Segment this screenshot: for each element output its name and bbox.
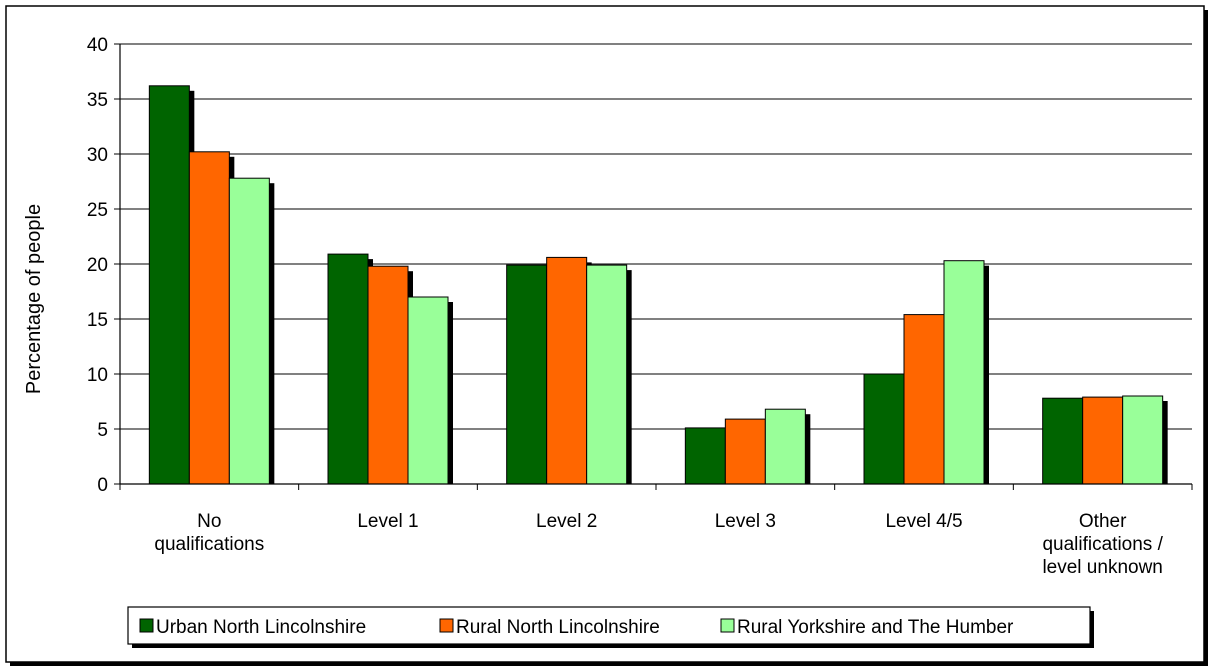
bar	[546, 256, 588, 485]
legend-entry: Rural North Lincolnshire	[456, 617, 660, 638]
bar	[764, 408, 806, 485]
bar	[684, 427, 726, 485]
legend-entry: Urban North Lincolnshire	[156, 617, 366, 638]
gridlines	[120, 43, 1192, 430]
chart-frame-shadow-right	[1204, 10, 1208, 665]
x-tick-label: Other qualifications / level unknown	[1042, 511, 1163, 578]
y-tick-label: 0	[97, 475, 108, 496]
y-tick-label: 40	[87, 35, 108, 56]
chart-frame-shadow-bottom	[10, 662, 1208, 666]
y-tick-label: 10	[87, 365, 108, 386]
bar	[327, 253, 369, 485]
y-tick-label: 20	[87, 255, 108, 276]
bar	[148, 85, 190, 485]
bar	[724, 418, 766, 485]
legend-entry: Rural Yorkshire and The Humber	[737, 617, 1014, 638]
bar	[903, 314, 945, 485]
bar	[407, 296, 449, 485]
bar	[1042, 397, 1084, 485]
legend-swatch	[139, 618, 154, 633]
y-tick-label: 25	[87, 200, 108, 221]
y-tick-label: 35	[87, 90, 108, 111]
x-tick-label: Level 4/5	[885, 511, 962, 532]
bar	[188, 151, 230, 485]
x-tick-label: No qualifications	[154, 511, 264, 555]
x-tick-label: Level 1	[357, 511, 418, 532]
bar	[863, 373, 905, 485]
bar	[228, 177, 270, 485]
legend-box	[127, 606, 1091, 645]
legend: Urban North Lincolnshire Rural North Linc…	[127, 606, 1094, 648]
legend-swatch	[439, 618, 454, 633]
bar	[586, 264, 628, 485]
legend-swatch	[720, 618, 735, 633]
y-tick-label: 30	[87, 145, 108, 166]
bar	[943, 260, 985, 485]
bar	[1122, 395, 1164, 485]
y-tick-label: 5	[97, 420, 108, 441]
bars	[148, 85, 1168, 485]
y-axis-title: Percentage of people	[23, 204, 45, 394]
bar	[506, 264, 548, 485]
bar	[1082, 396, 1124, 485]
y-tick-label: 15	[87, 310, 108, 331]
x-tick-label: Level 2	[536, 511, 597, 532]
bar	[367, 265, 409, 485]
x-tick-label: Level 3	[715, 511, 776, 532]
axes: 0 5 10 15 20 25 30 35 40 No qualifications Level 1 L…	[87, 35, 1193, 578]
